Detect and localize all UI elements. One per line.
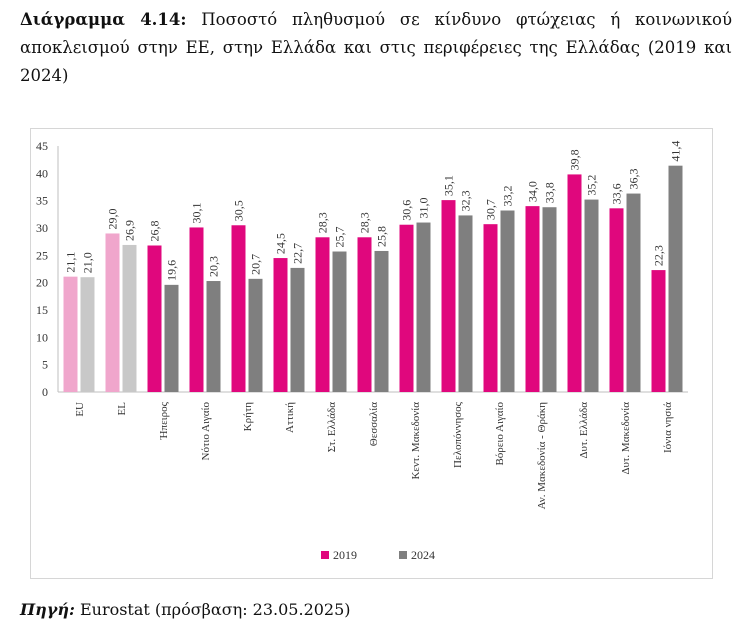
data-label-2024: 20,3 [207, 256, 221, 277]
bar-2024 [164, 284, 179, 392]
bar-2024 [626, 193, 641, 392]
data-label-2019: 34,0 [526, 181, 540, 202]
legend-label-2024: 2024 [411, 548, 435, 562]
data-label-2019: 29,0 [106, 208, 120, 229]
bar-2019 [105, 233, 120, 392]
data-label-2024: 20,7 [249, 254, 263, 275]
bar-2024 [122, 244, 137, 392]
data-label-2024: 32,3 [459, 190, 473, 211]
data-label-2024: 41,4 [669, 141, 683, 162]
legend-swatch-2024 [399, 551, 407, 559]
data-label-2019: 35,1 [442, 175, 456, 196]
data-label-2019: 30,1 [190, 202, 204, 223]
category-label: Αν. Μακεδονία - Θράκη [536, 402, 548, 510]
data-label-2024: 25,8 [375, 226, 389, 247]
category-label: Βόρειο Αιγαίο [494, 402, 506, 466]
bar-2019 [357, 237, 372, 392]
bar-chart: 0 5 10 15 20 25 30 35 40 45 21,1 21,0 EU 29,026,9 EL 26… [36, 139, 688, 562]
bar-2019 [147, 245, 162, 392]
figure-caption: Διάγραμμα 4.14: Ποσοστό πληθυσμού σε κίν… [20, 6, 732, 90]
bar-2024 [248, 278, 263, 392]
category-label: Κεντ. Μακεδονία [410, 402, 422, 480]
data-label-2019: 30,5 [232, 200, 246, 221]
category-label: EL [116, 402, 128, 416]
chart-frame: 0 5 10 15 20 25 30 35 40 45 21,1 21,0 EU 29,0 26,9 EL 26… [30, 128, 713, 579]
category-label: Ήπειρος [158, 401, 170, 440]
y-tick-label: 15 [36, 303, 48, 317]
data-label-2024: 36,3 [627, 169, 641, 190]
bar-2019 [189, 227, 204, 392]
data-label-2019: 21,1 [64, 252, 78, 273]
bar-2019 [231, 225, 246, 392]
data-label-2024: 25,7 [333, 227, 347, 248]
category-label: Θεσσαλία [368, 402, 380, 446]
y-tick-label: 45 [36, 139, 48, 153]
source-note: Πηγή: Eurostat (πρόσβαση: 23.05.2025) [20, 600, 351, 619]
bar-2019 [609, 208, 624, 392]
bar-2019 [273, 258, 288, 392]
data-label-2019: 28,3 [358, 212, 372, 233]
data-label-2019: 22,3 [652, 245, 666, 266]
category-label: Αττική [284, 402, 296, 433]
bar-2024 [206, 281, 221, 392]
category-label: Ιόνια νησιά [662, 402, 674, 453]
data-label-2019: 39,8 [568, 149, 582, 170]
category-label: Νότιο Αιγαίο [200, 402, 212, 461]
bar-2019 [315, 237, 330, 392]
data-label-2019: 30,7 [484, 199, 498, 220]
data-label-2024: 19,6 [165, 260, 179, 281]
data-label-2019: 26,8 [148, 220, 162, 241]
data-label-2019: 24,5 [274, 233, 288, 254]
bar-2024 [668, 165, 683, 392]
data-label-2024: 31,0 [417, 198, 431, 219]
source-label: Πηγή: [20, 600, 75, 619]
bar-2019 [483, 224, 498, 392]
y-tick-label: 5 [42, 358, 48, 372]
data-label-2024: 33,2 [501, 186, 515, 207]
category-label: Κρήτη [242, 402, 254, 432]
bar-2019 [441, 200, 456, 392]
category-label: Πελοπόννησος [452, 401, 464, 468]
category-label: Δυτ. Μακεδονία [620, 402, 632, 475]
bar-2019 [651, 270, 666, 392]
y-tick-label: 10 [36, 330, 48, 344]
legend-swatch-2019 [321, 551, 329, 559]
bar-2024 [80, 277, 95, 392]
data-label-2024: 22,7 [291, 243, 305, 264]
bar-2024 [416, 222, 431, 392]
category-label: Δυτ. Ελλάδα [578, 402, 590, 459]
y-tick-label: 25 [36, 248, 48, 262]
y-tick-label: 0 [42, 385, 48, 399]
data-label-2024: 26,9 [122, 220, 136, 241]
bar-2024 [374, 250, 389, 392]
bar-2024 [500, 210, 515, 392]
data-label-2024: 35,2 [585, 175, 599, 196]
y-tick-label: 30 [36, 221, 48, 235]
bar-2024 [458, 215, 473, 392]
bar-2019 [399, 224, 414, 392]
legend-label-2019: 2019 [333, 548, 357, 562]
bar-2019 [525, 206, 540, 392]
data-label-2019: 28,3 [316, 212, 330, 233]
bar-2024 [542, 207, 557, 392]
data-label-2024: 33,8 [543, 182, 557, 203]
bar-2019 [567, 174, 582, 392]
caption-text: Ποσοστό πληθυσμού σε κίνδυνο φτώχειας ή … [20, 10, 733, 85]
bar-2024 [332, 251, 347, 392]
y-tick-label: 35 [36, 194, 48, 208]
data-label-2024: 21,0 [81, 252, 95, 273]
y-tick-label: 20 [36, 276, 48, 290]
y-tick-label: 40 [36, 166, 48, 180]
bar-2019 [63, 276, 78, 392]
caption-label: Διάγραμμα 4.14: [20, 10, 187, 29]
source-text: Eurostat (πρόσβαση: 23.05.2025) [79, 600, 351, 619]
category-label: Στ. Ελλάδα [326, 402, 338, 452]
data-label-2019: 33,6 [610, 183, 624, 204]
bar-2024 [290, 267, 305, 392]
bar-2024 [584, 199, 599, 392]
category-label: EU [74, 402, 86, 417]
data-label-2019: 30,6 [400, 200, 414, 221]
